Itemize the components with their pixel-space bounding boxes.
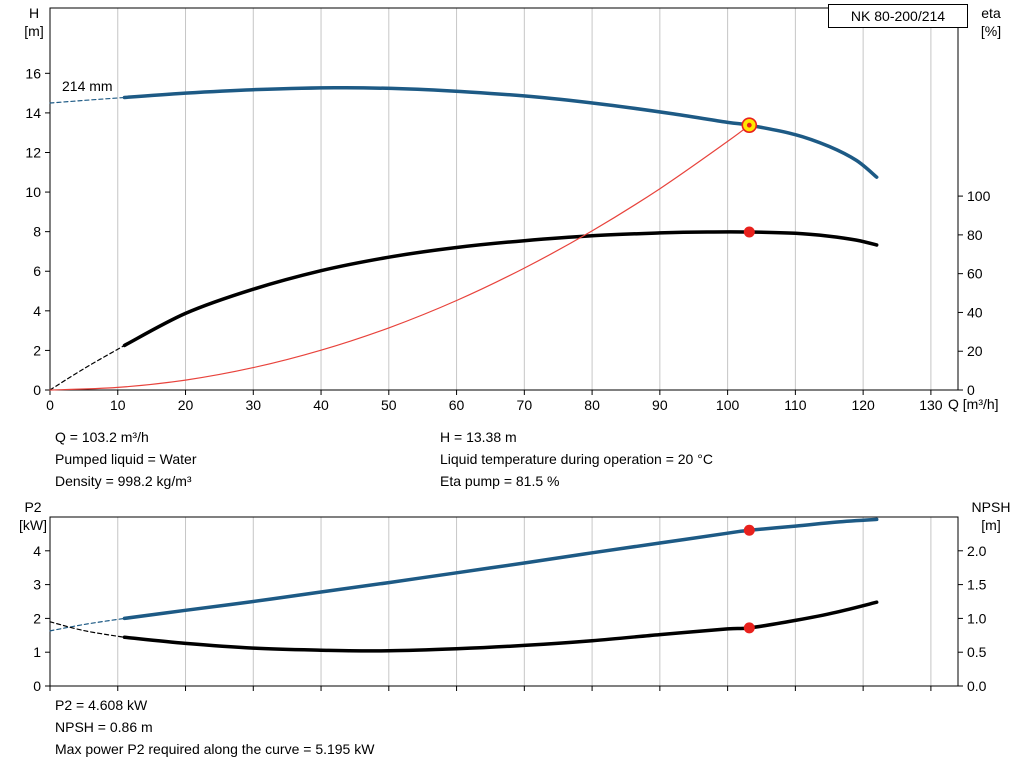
x-tick-label: 40	[313, 397, 329, 413]
x-tick-label: 110	[784, 397, 807, 413]
head-axis-symbol: H	[28, 5, 40, 21]
flow-axis-title: Q [m³/h]	[948, 396, 999, 412]
right-tick-label: 2.0	[967, 543, 987, 559]
right-tick-label: 60	[967, 266, 983, 282]
npsh-curve	[122, 600, 879, 653]
head-curve	[122, 86, 879, 179]
right-tick-label: 0	[967, 382, 975, 398]
readout-flow: Q = 103.2 m³/h	[55, 429, 149, 445]
right-tick-label: 0.5	[967, 644, 987, 660]
left-tick-label: 12	[25, 144, 41, 160]
efficiency-curve	[122, 230, 879, 348]
left-tick-label: 0	[33, 678, 41, 694]
head-axis-title: H [m]	[16, 4, 52, 40]
x-tick-label: 10	[110, 397, 126, 413]
pump-model-box: NK 80-200/214	[828, 4, 968, 28]
x-tick-label: 70	[517, 397, 533, 413]
right-tick-label: 0.0	[967, 678, 987, 694]
left-tick-label: 1	[33, 644, 41, 660]
x-tick-label: 120	[851, 397, 875, 413]
x-tick-label: 90	[652, 397, 668, 413]
x-tick-label: 30	[245, 397, 261, 413]
x-tick-label: 100	[716, 397, 740, 413]
head-axis-unit: [m]	[24, 23, 44, 39]
readout-density: Density = 998.2 kg/m³	[55, 473, 192, 489]
x-tick-label: 130	[919, 397, 943, 413]
chart-2: 0 1 2 3 4 0.0 0.5 1.0 1.5 2.0	[33, 516, 987, 694]
impeller-diameter-label: 214 mm	[62, 78, 113, 94]
right-tick-label: 100	[967, 188, 991, 204]
readout-liquid: Pumped liquid = Water	[55, 451, 197, 467]
p2-point[interactable]	[743, 524, 755, 536]
p2-axis-symbol: P2	[24, 499, 42, 515]
chart-1: 0 2 4 6 8 10 12 14 16 0 20 40 60 80 100 0 10 20 30 40 50 60 70…	[25, 7, 991, 413]
plot-border	[49, 7, 959, 391]
left-tick-label: 4	[33, 303, 41, 319]
x-tick-label: 60	[449, 397, 465, 413]
left-tick-label: 2	[33, 610, 41, 626]
chart-plot-area[interactable]	[50, 8, 958, 390]
npsh-axis-title: NPSH [m]	[962, 498, 1020, 534]
x-tick-label: 0	[46, 397, 54, 413]
npsh-axis-symbol: NPSH	[971, 499, 1011, 515]
npsh-point[interactable]	[743, 622, 755, 634]
readout-temperature: Liquid temperature during operation = 20…	[440, 451, 713, 467]
right-tick-label: 1.5	[967, 577, 987, 593]
eta-axis-symbol: eta	[981, 5, 1001, 21]
left-tick-label: 16	[25, 65, 41, 81]
p2-axis-unit: [kW]	[19, 517, 47, 533]
eta-axis-unit: [%]	[980, 23, 1002, 39]
left-tick-label: 0	[33, 382, 41, 398]
readout-head: H = 13.38 m	[440, 429, 517, 445]
p2-axis-title: P2 [kW]	[10, 498, 56, 534]
right-tick-label: 80	[967, 227, 983, 243]
readout-eta: Eta pump = 81.5 %	[440, 473, 560, 489]
left-tick-label: 6	[33, 263, 41, 279]
p2-curve-extension	[49, 617, 126, 632]
right-tick-label: 20	[967, 343, 983, 359]
npsh-curve-extension	[49, 621, 126, 638]
duty-point-center	[746, 122, 752, 128]
x-tick-label: 50	[381, 397, 397, 413]
left-tick-label: 3	[33, 577, 41, 593]
left-tick-label: 4	[33, 543, 41, 559]
x-tick-label: 20	[178, 397, 194, 413]
readout-npsh: NPSH = 0.86 m	[55, 719, 153, 735]
readout-p2: P2 = 4.608 kW	[55, 697, 148, 713]
left-tick-label: 10	[25, 184, 41, 200]
chart-plot-area[interactable]	[50, 517, 958, 686]
right-tick-label: 1.0	[967, 610, 987, 626]
x-tick-label: 80	[584, 397, 600, 413]
right-tick-label: 40	[967, 304, 983, 320]
left-tick-label: 2	[33, 342, 41, 358]
head-curve-extension	[49, 96, 126, 104]
plot-border	[49, 516, 959, 687]
system-curve	[49, 124, 750, 391]
left-tick-label: 8	[33, 224, 41, 240]
efficiency-curve-extension	[49, 344, 126, 391]
left-tick-label: 14	[25, 105, 41, 121]
p2-curve	[122, 517, 879, 621]
readout-max-power: Max power P2 required along the curve = …	[55, 741, 375, 757]
eta-axis-title: eta [%]	[968, 4, 1014, 40]
npsh-axis-unit: [m]	[981, 517, 1001, 533]
efficiency-point[interactable]	[743, 226, 755, 238]
